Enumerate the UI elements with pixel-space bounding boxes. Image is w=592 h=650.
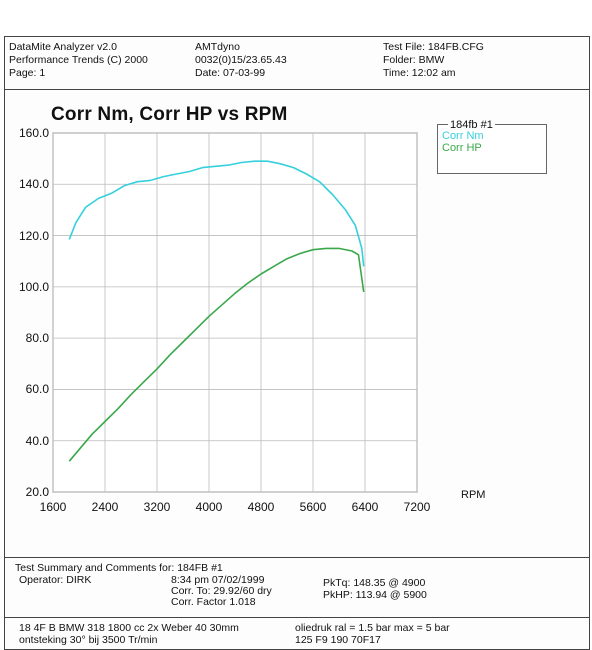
x-tick-label: 1600 bbox=[39, 500, 67, 514]
test-file: Test File: 184FB.CFG bbox=[383, 41, 484, 53]
note-codes: 125 F9 190 70F17 bbox=[295, 634, 381, 646]
folder: Folder: BMW bbox=[383, 54, 445, 66]
header-col-app: DataMite Analyzer v2.0 Performance Trend… bbox=[9, 41, 148, 80]
note-oil-pressure: oliedruk ral = 1.5 bar max = 5 bar bbox=[295, 622, 450, 634]
x-tick-label: 7200 bbox=[403, 500, 431, 514]
y-tick-label: 140.0 bbox=[18, 177, 49, 192]
operator: Operator: DIRK bbox=[19, 574, 92, 586]
correction-factor: Corr. Factor 1.018 bbox=[171, 596, 256, 608]
notes: 18 4F B BMW 318 1800 cc 2x Weber 40 30mm… bbox=[5, 617, 589, 650]
note-engine: 18 4F B BMW 318 1800 cc 2x Weber 40 30mm bbox=[19, 622, 239, 634]
y-tick-label: 160.0 bbox=[18, 126, 49, 140]
plot-area bbox=[52, 132, 418, 493]
x-tick-label: 2400 bbox=[91, 500, 119, 514]
vendor: Performance Trends (C) 2000 bbox=[9, 54, 148, 66]
x-tick-label: 4000 bbox=[195, 500, 223, 514]
legend-title: 184fb #1 bbox=[448, 119, 495, 131]
legend: 184fb #1 Corr Nm Corr HP bbox=[437, 119, 547, 174]
correction-to: Corr. To: 29.92/60 dry bbox=[171, 585, 272, 597]
y-tick-label: 60.0 bbox=[25, 382, 49, 397]
page-number: Page: 1 bbox=[9, 67, 46, 79]
y-tick-label: 80.0 bbox=[25, 331, 49, 346]
summary-heading: Test Summary and Comments for: 184FB #1 bbox=[15, 562, 223, 574]
legend-item-corr-nm: Corr Nm bbox=[442, 130, 484, 142]
test-summary: Test Summary and Comments for: 184FB #1 … bbox=[5, 557, 589, 620]
peak-hp: PkHP: 113.94 @ 5900 bbox=[323, 589, 427, 601]
test-time: Time: 12:02 am bbox=[383, 67, 456, 79]
x-axis-label: RPM bbox=[461, 489, 486, 501]
report-header: DataMite Analyzer v2.0 Performance Trend… bbox=[5, 37, 589, 90]
chart-title: Corr Nm, Corr HP vs RPM bbox=[51, 104, 288, 125]
chart-plot bbox=[52, 132, 418, 493]
y-tick-label: 40.0 bbox=[25, 433, 49, 448]
x-tick-label: 5600 bbox=[299, 500, 327, 514]
run-id: 0032(0)15/23.65.43 bbox=[195, 54, 287, 66]
legend-item-corr-hp: Corr HP bbox=[442, 142, 482, 154]
report-sheet: DataMite Analyzer v2.0 Performance Trend… bbox=[4, 36, 590, 650]
test-date: Date: 07-03-99 bbox=[195, 67, 266, 79]
header-col-file: Test File: 184FB.CFG Folder: BMW Time: 1… bbox=[383, 41, 484, 80]
y-tick-label: 20.0 bbox=[25, 485, 49, 499]
dyno-name: AMTdyno bbox=[195, 41, 240, 53]
x-tick-label: 4800 bbox=[247, 500, 275, 514]
peak-torque: PkTq: 148.35 @ 4900 bbox=[323, 577, 426, 589]
x-tick-label: 6400 bbox=[351, 500, 379, 514]
summary-datetime: 8:34 pm 07/02/1999 bbox=[171, 574, 265, 586]
series-line-corr-hp bbox=[68, 247, 365, 462]
x-tick-label: 3200 bbox=[143, 500, 171, 514]
note-ignition: ontsteking 30° bij 3500 Tr/min bbox=[19, 634, 158, 646]
y-tick-label: 100.0 bbox=[18, 279, 49, 294]
series-line-corr-nm bbox=[68, 160, 365, 267]
y-tick-label: 120.0 bbox=[18, 228, 49, 243]
header-col-dyno: AMTdyno 0032(0)15/23.65.43 Date: 07-03-9… bbox=[195, 41, 287, 80]
app-name: DataMite Analyzer v2.0 bbox=[9, 41, 117, 53]
